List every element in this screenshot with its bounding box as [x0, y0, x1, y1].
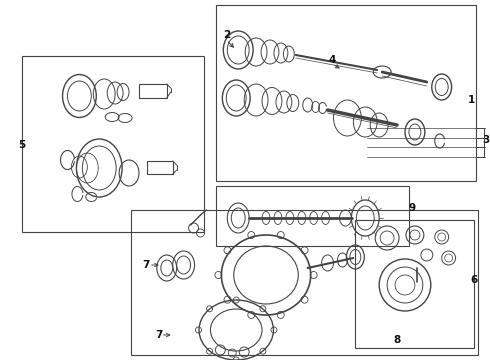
Text: 3: 3: [483, 135, 490, 145]
Bar: [22, 56, 204, 232]
Bar: [147, 161, 172, 174]
Bar: [217, 186, 409, 246]
Text: 1: 1: [468, 95, 475, 105]
Text: 5: 5: [18, 140, 25, 150]
Bar: [217, 5, 476, 181]
Bar: [355, 220, 474, 348]
Text: 7: 7: [155, 330, 163, 340]
Text: 9: 9: [408, 203, 416, 213]
Text: 7: 7: [142, 260, 149, 270]
Bar: [131, 210, 478, 355]
Text: 2: 2: [222, 30, 230, 40]
Text: 4: 4: [329, 55, 336, 65]
Text: 6: 6: [471, 275, 478, 285]
Text: 8: 8: [393, 335, 401, 345]
Bar: [139, 84, 167, 98]
